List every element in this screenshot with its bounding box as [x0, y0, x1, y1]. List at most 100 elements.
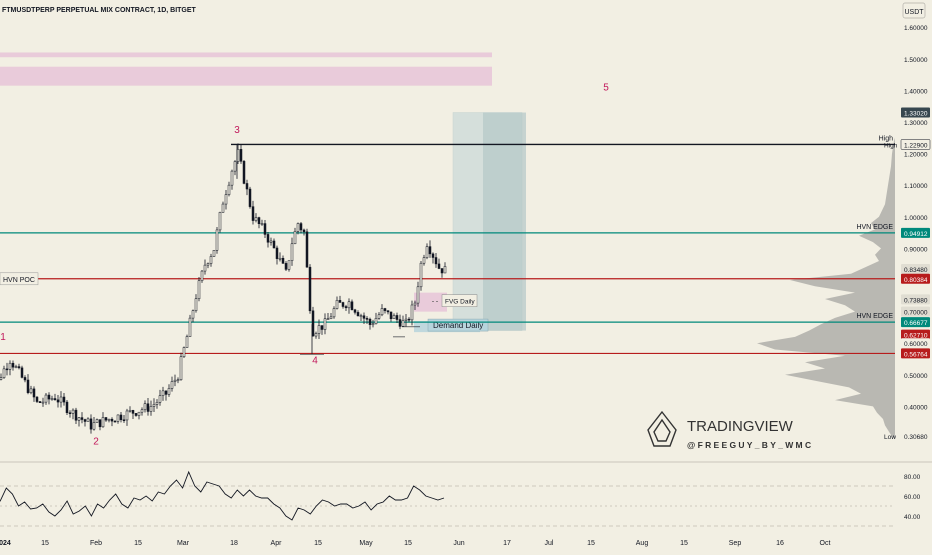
y-tick-label: 1.20000: [904, 152, 928, 159]
x-tick-label: Aug: [636, 540, 649, 547]
candle: [374, 318, 378, 325]
y-tick-label: 1.10000: [904, 183, 928, 190]
candle: [5, 368, 9, 371]
y-tick-label: 1.60000: [904, 25, 928, 32]
candle: [191, 310, 195, 319]
hvn-poc-label: HVN POC: [3, 277, 35, 284]
candle: [38, 401, 42, 403]
candle: [365, 318, 369, 320]
candle: [338, 300, 342, 303]
candle: [56, 399, 60, 403]
candle: [356, 312, 360, 317]
candle: [305, 231, 309, 268]
candle: [311, 310, 315, 337]
candle: [293, 231, 297, 245]
price-badge-bg: [901, 107, 930, 118]
x-tick-label: 2024: [0, 540, 11, 547]
candle: [227, 184, 231, 195]
x-tick-label: Jun: [453, 540, 464, 547]
candle: [266, 234, 270, 243]
price-badge-bg: [901, 329, 930, 340]
candle: [398, 319, 402, 327]
candle: [359, 315, 363, 317]
y-tick-label: 1.40000: [904, 88, 928, 95]
candle: [380, 308, 384, 316]
rsi-line[interactable]: [0, 470, 445, 521]
wave-label-3: 3: [234, 125, 240, 136]
candle: [431, 253, 435, 258]
fvg-label-box: [441, 294, 478, 307]
candle: [407, 318, 411, 321]
price-badge-label: 0.83480: [904, 267, 928, 274]
x-tick-label: 16: [776, 540, 784, 547]
x-tick-label: Oct: [820, 540, 831, 547]
candle: [212, 250, 216, 257]
x-tick-label: Jul: [545, 540, 554, 547]
candle: [287, 260, 291, 270]
candle: [131, 410, 135, 414]
x-tick-label: 17: [503, 540, 511, 547]
volume-profile: [757, 137, 895, 439]
candle: [344, 306, 348, 309]
candle: [197, 280, 201, 300]
candle: [137, 411, 141, 416]
candle: [278, 257, 282, 260]
wave-label-2: 2: [93, 436, 99, 447]
candle: [326, 318, 330, 320]
candle: [257, 217, 261, 225]
candle: [413, 302, 417, 306]
candle: [83, 419, 87, 422]
currency-badge[interactable]: USDT: [902, 2, 926, 19]
currency-label: USDT: [904, 9, 924, 16]
candle: [395, 315, 399, 320]
candle: [386, 310, 390, 313]
candle: [383, 308, 387, 311]
candle: [419, 262, 423, 288]
high-1.22900-tag: High: [879, 135, 894, 142]
candle: [173, 379, 177, 382]
candle: [371, 323, 375, 326]
candle: [377, 314, 381, 319]
candle: [233, 161, 237, 172]
candle: [44, 394, 48, 403]
candle: [74, 409, 78, 421]
candle: [170, 381, 174, 389]
rsi-tick-label: 60.00: [904, 494, 921, 501]
candle: [314, 333, 318, 337]
level-badge-bg: [901, 273, 930, 284]
candle: [362, 315, 366, 319]
candle: [389, 311, 393, 319]
candle: [281, 257, 285, 264]
candle: [302, 229, 306, 233]
candle: [251, 206, 255, 221]
x-tick-label: May: [359, 540, 373, 547]
candle: [206, 263, 210, 266]
candle: [275, 247, 279, 259]
candle: [263, 223, 267, 235]
x-tick-label: Feb: [90, 540, 102, 547]
candle: [218, 212, 222, 231]
candle: [341, 302, 345, 307]
candle: [86, 418, 90, 422]
level-badge-bg: [901, 227, 930, 238]
axis-tag-low: Low: [884, 434, 896, 441]
candle: [404, 318, 408, 321]
candle: [332, 308, 336, 318]
candle: [143, 403, 147, 411]
candle: [20, 367, 24, 378]
candle: [239, 149, 243, 162]
candle: [50, 398, 54, 400]
candle: [428, 246, 432, 255]
price-badge-bg: [901, 338, 930, 349]
x-tick-label: 15: [587, 540, 595, 547]
fvg-daily-zone[interactable]: [414, 292, 447, 312]
candle: [230, 170, 234, 186]
y-tick-label: 1.00000: [904, 215, 928, 222]
watermark-name: TRADINGVIEW: [687, 418, 794, 435]
candle: [77, 417, 81, 421]
candle: [17, 366, 21, 369]
y-tick-label: 1.50000: [904, 57, 928, 64]
y-tick-label: 0.40000: [904, 404, 928, 411]
